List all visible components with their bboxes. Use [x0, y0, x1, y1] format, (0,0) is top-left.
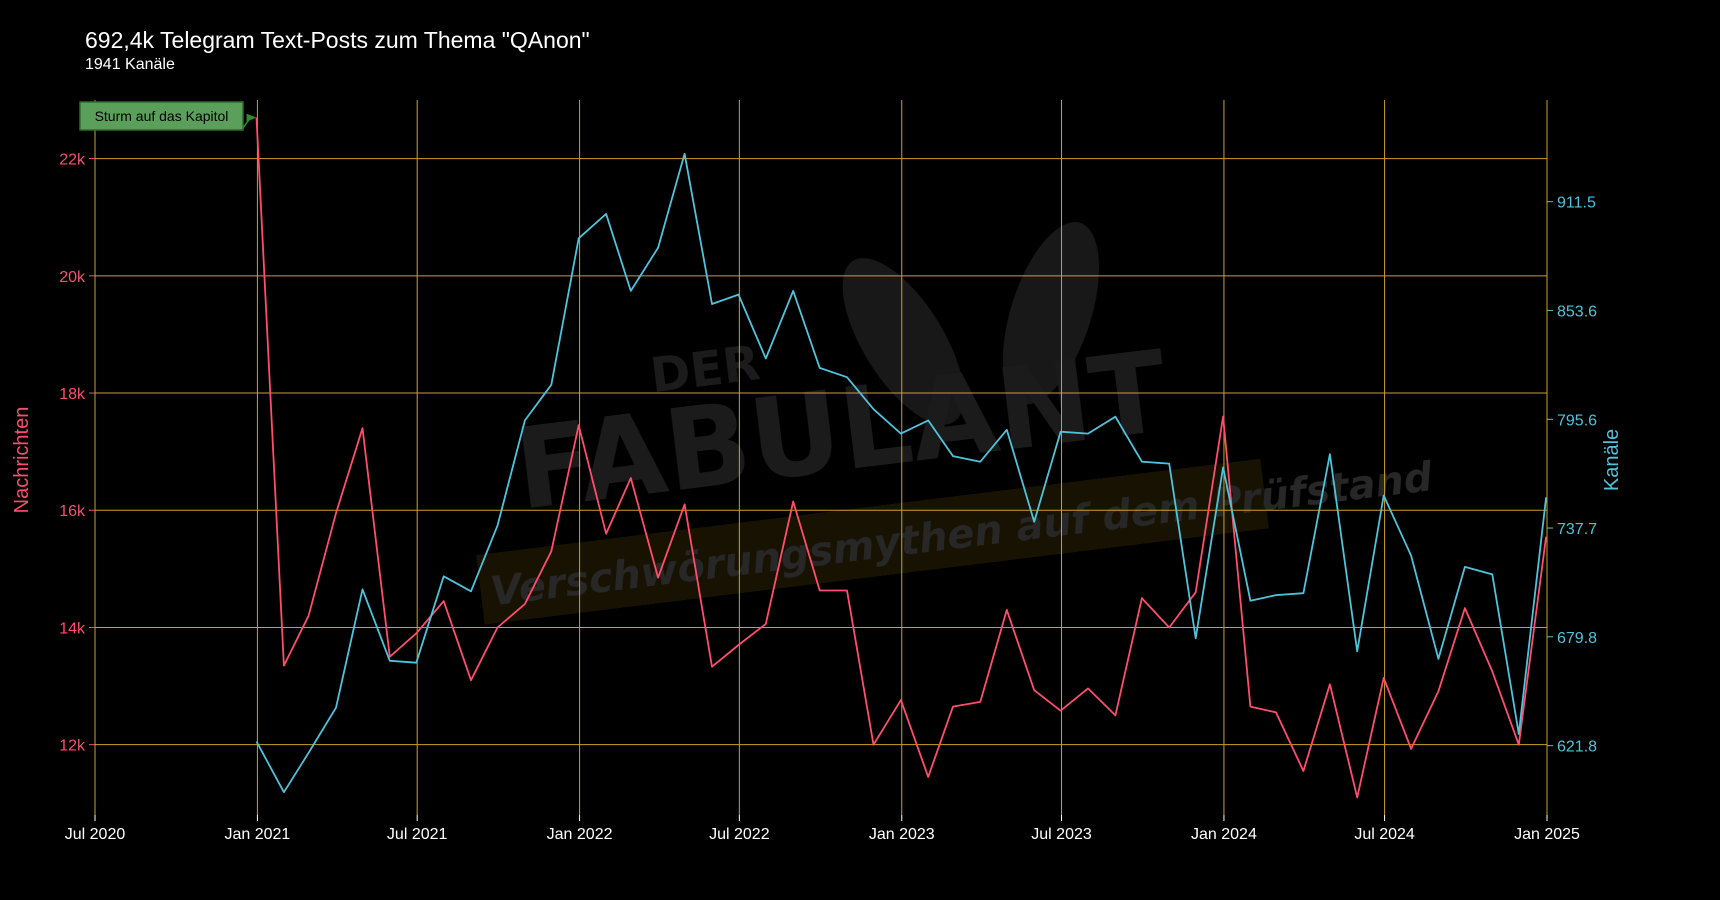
y-right-tick-label: 795.6 — [1557, 412, 1597, 429]
x-tick-label: Jul 2020 — [65, 826, 126, 843]
y-left-tick-label: 22k — [59, 152, 86, 169]
x-tick-label: Jan 2025 — [1514, 826, 1580, 843]
y-right-tick-label: 621.8 — [1557, 739, 1597, 756]
series-line-kanaele — [255, 152, 1547, 794]
y-left-tick-label: 20k — [59, 269, 86, 286]
watermark-logo: DER FABULANT Verschwörungsmythen auf dem… — [476, 222, 1435, 625]
x-tick-label: Jul 2023 — [1031, 826, 1092, 843]
series-line-nachrichten — [255, 117, 1547, 799]
x-tick-label: Jul 2021 — [387, 826, 448, 843]
y-left-tick-label: 12k — [59, 738, 86, 755]
y-right-tick-label: 853.6 — [1557, 303, 1597, 320]
y-left-tick-label: 18k — [59, 386, 86, 403]
chart-subtitle: 1941 Kanäle — [85, 56, 175, 73]
y-left-tick-label: 14k — [59, 620, 86, 637]
chart-title: 692,4k Telegram Text-Posts zum Thema "QA… — [85, 27, 590, 53]
y-axis-right-label: Kanäle — [1601, 429, 1623, 491]
y-right-tick-label: 911.5 — [1557, 195, 1596, 212]
x-tick-label: Jan 2023 — [869, 826, 935, 843]
annotation-box — [79, 101, 244, 131]
x-tick-label: Jul 2024 — [1354, 826, 1415, 843]
annotation-label: Sturm auf das Kapitol — [95, 108, 229, 124]
y-right-tick-label: 679.8 — [1557, 630, 1597, 647]
y-left-tick-label: 16k — [59, 503, 86, 520]
y-axis-left-label: Nachrichten — [11, 407, 33, 514]
x-tick-label: Jan 2021 — [224, 826, 290, 843]
x-tick-label: Jul 2022 — [709, 826, 770, 843]
x-tick-label: Jan 2022 — [547, 826, 613, 843]
x-tick-label: Jan 2024 — [1191, 826, 1257, 843]
y-right-tick-label: 737.7 — [1557, 521, 1597, 538]
annotation-arrowhead — [246, 113, 257, 122]
